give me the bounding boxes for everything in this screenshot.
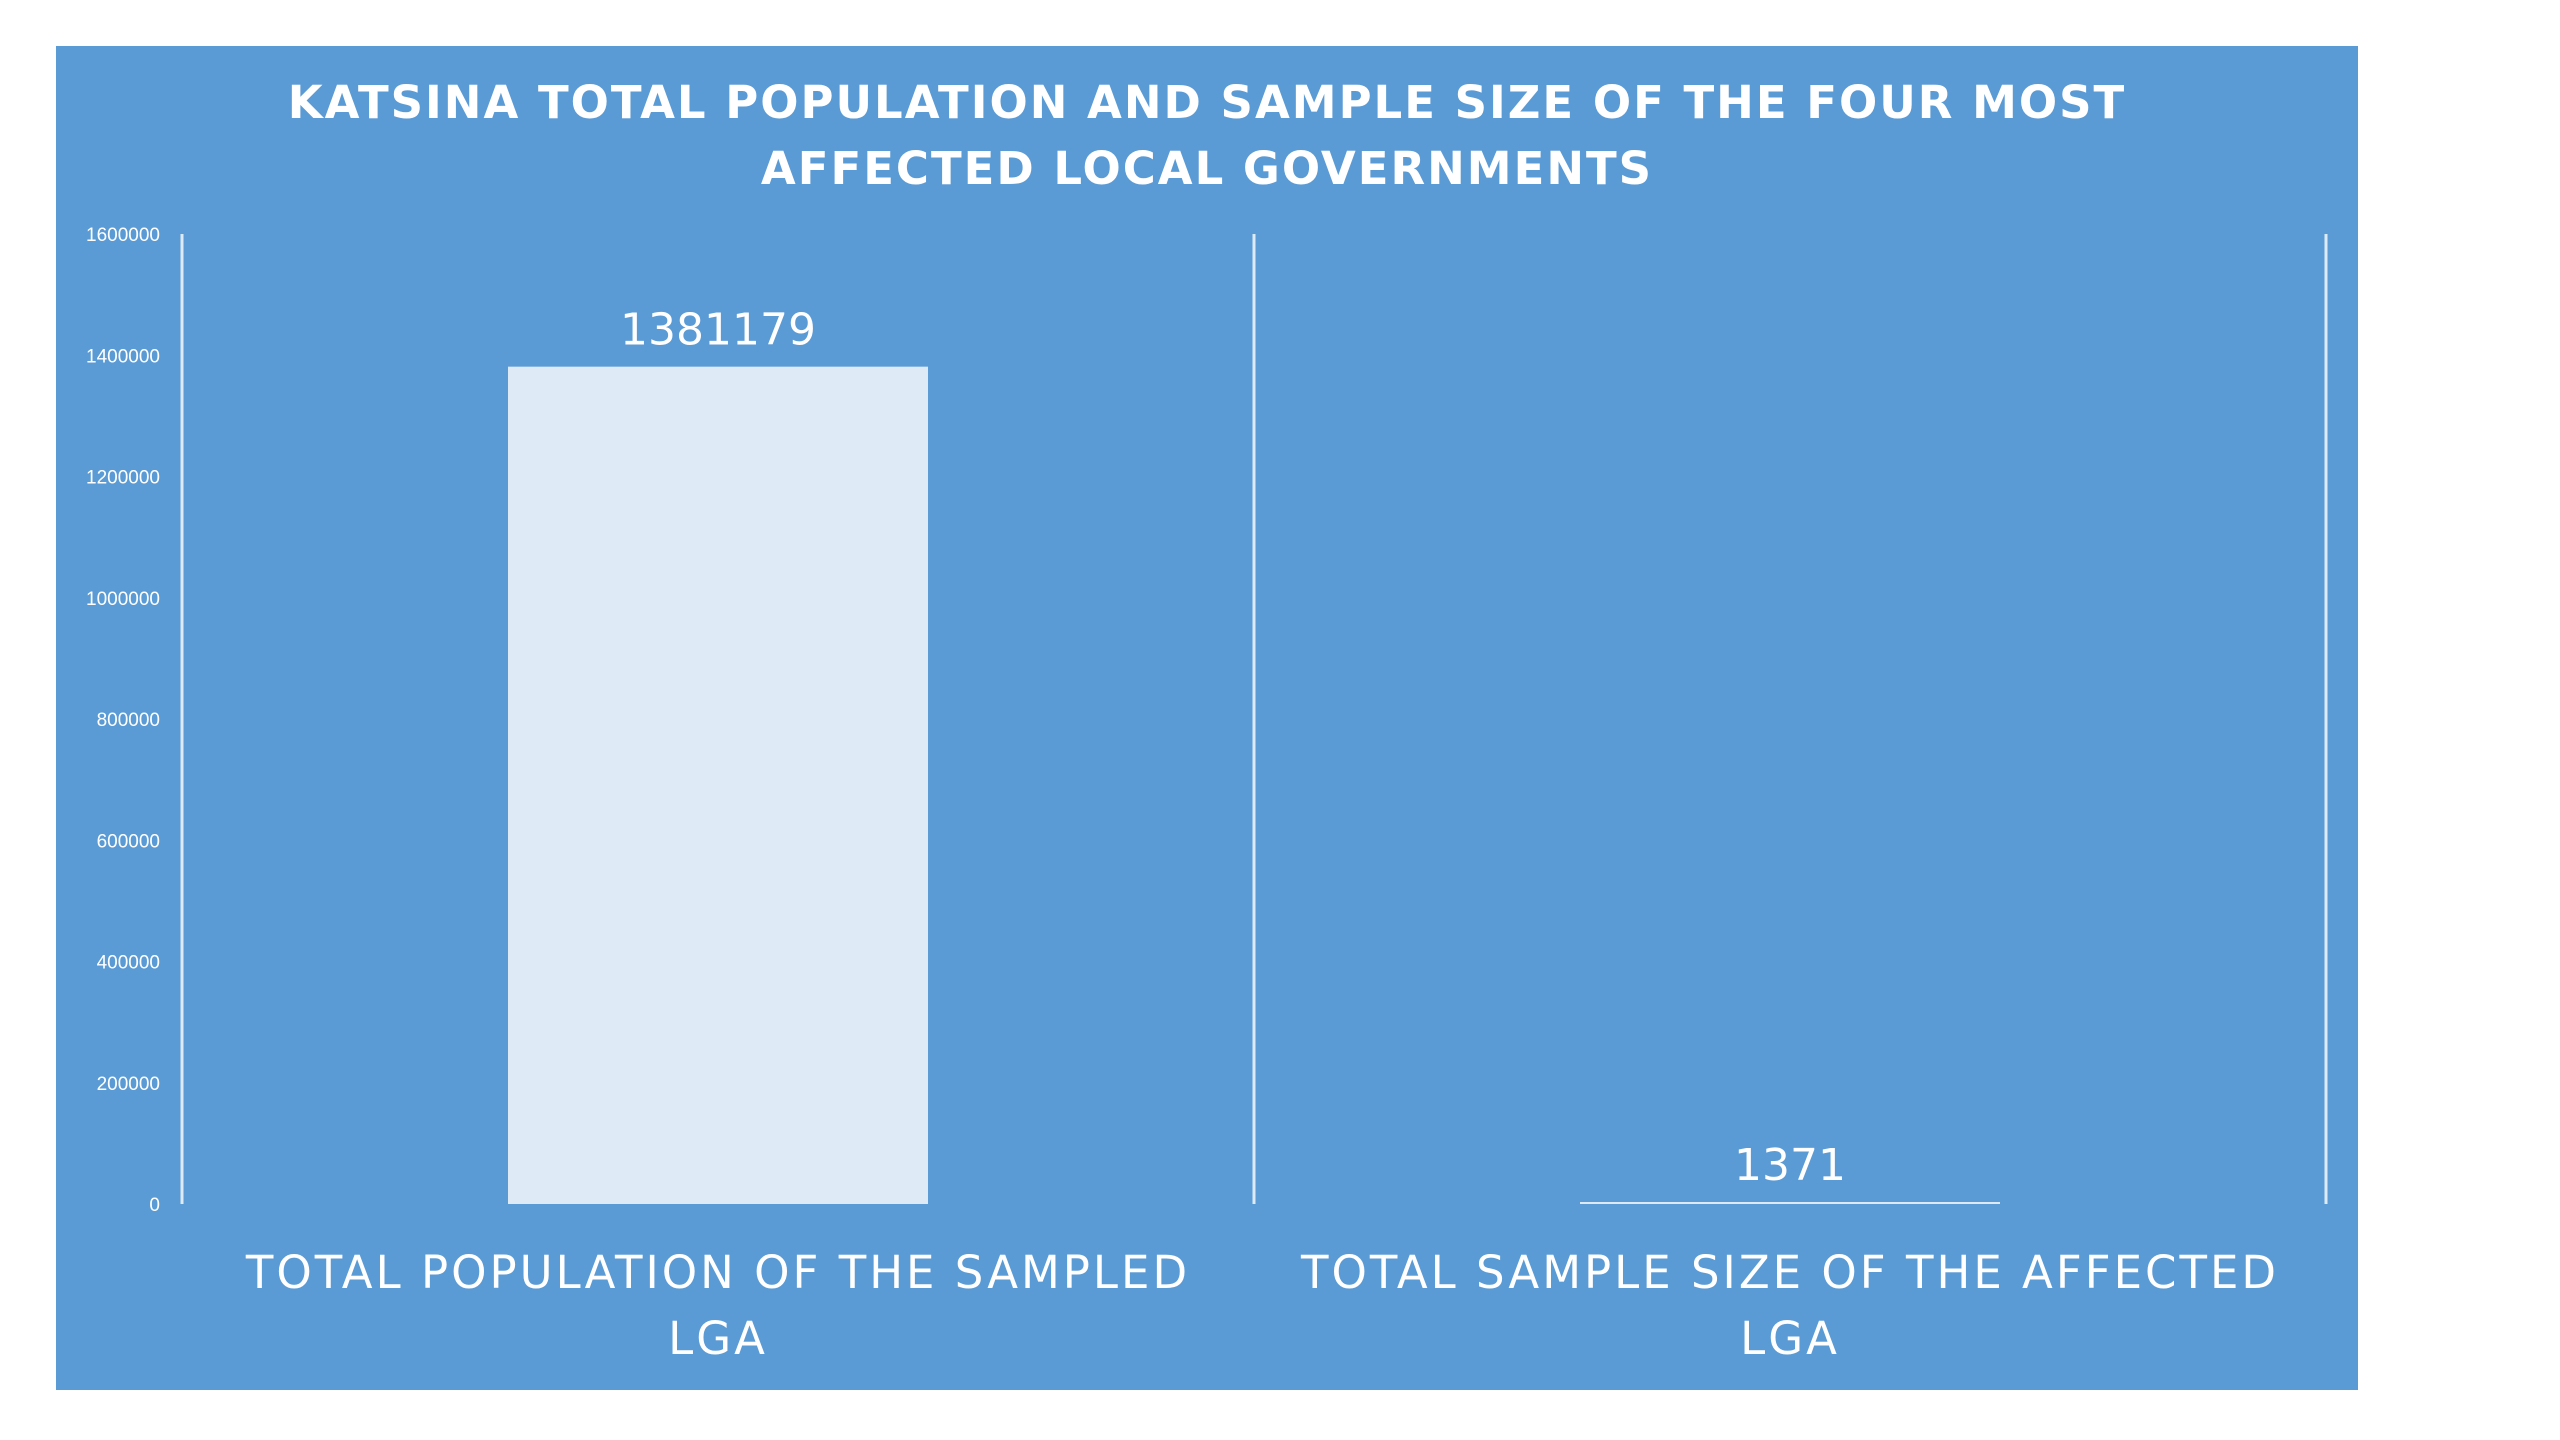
x-category-label: LGA — [1740, 1312, 1840, 1365]
bar — [508, 366, 928, 1204]
chart-panel: KATSINA TOTAL POPULATION AND SAMPLE SIZE… — [56, 46, 2358, 1390]
y-tick-label: 1000000 — [86, 589, 160, 610]
x-category-label: TOTAL POPULATION OF THE SAMPLED — [245, 1246, 1190, 1299]
y-tick-label: 200000 — [97, 1074, 160, 1095]
y-tick-label: 800000 — [97, 710, 160, 731]
y-tick-label: 0 — [149, 1195, 160, 1216]
bar-chart: 0 200000 400000 600000 800000 1000000 1200000 1… — [86, 225, 2328, 1365]
chart-title-line-1: KATSINA TOTAL POPULATION AND SAMPLE SIZE… — [287, 76, 2127, 129]
y-tick-label: 400000 — [97, 953, 160, 974]
y-tick-label: 600000 — [97, 831, 160, 852]
x-category-label: LGA — [668, 1312, 768, 1365]
bar — [1580, 1202, 2000, 1204]
y-tick-label: 1400000 — [86, 346, 160, 367]
y-tick-label: 1600000 — [86, 225, 160, 246]
chart-title: KATSINA TOTAL POPULATION AND SAMPLE SIZE… — [56, 70, 2358, 202]
data-label: 1371 — [1734, 1140, 1846, 1191]
data-label: 1381179 — [620, 305, 816, 356]
x-category-label: TOTAL SAMPLE SIZE OF THE AFFECTED — [1300, 1246, 2279, 1299]
chart-title-line-2: AFFECTED LOCAL GOVERNMENTS — [760, 142, 1654, 195]
y-tick-label: 1200000 — [86, 468, 160, 489]
